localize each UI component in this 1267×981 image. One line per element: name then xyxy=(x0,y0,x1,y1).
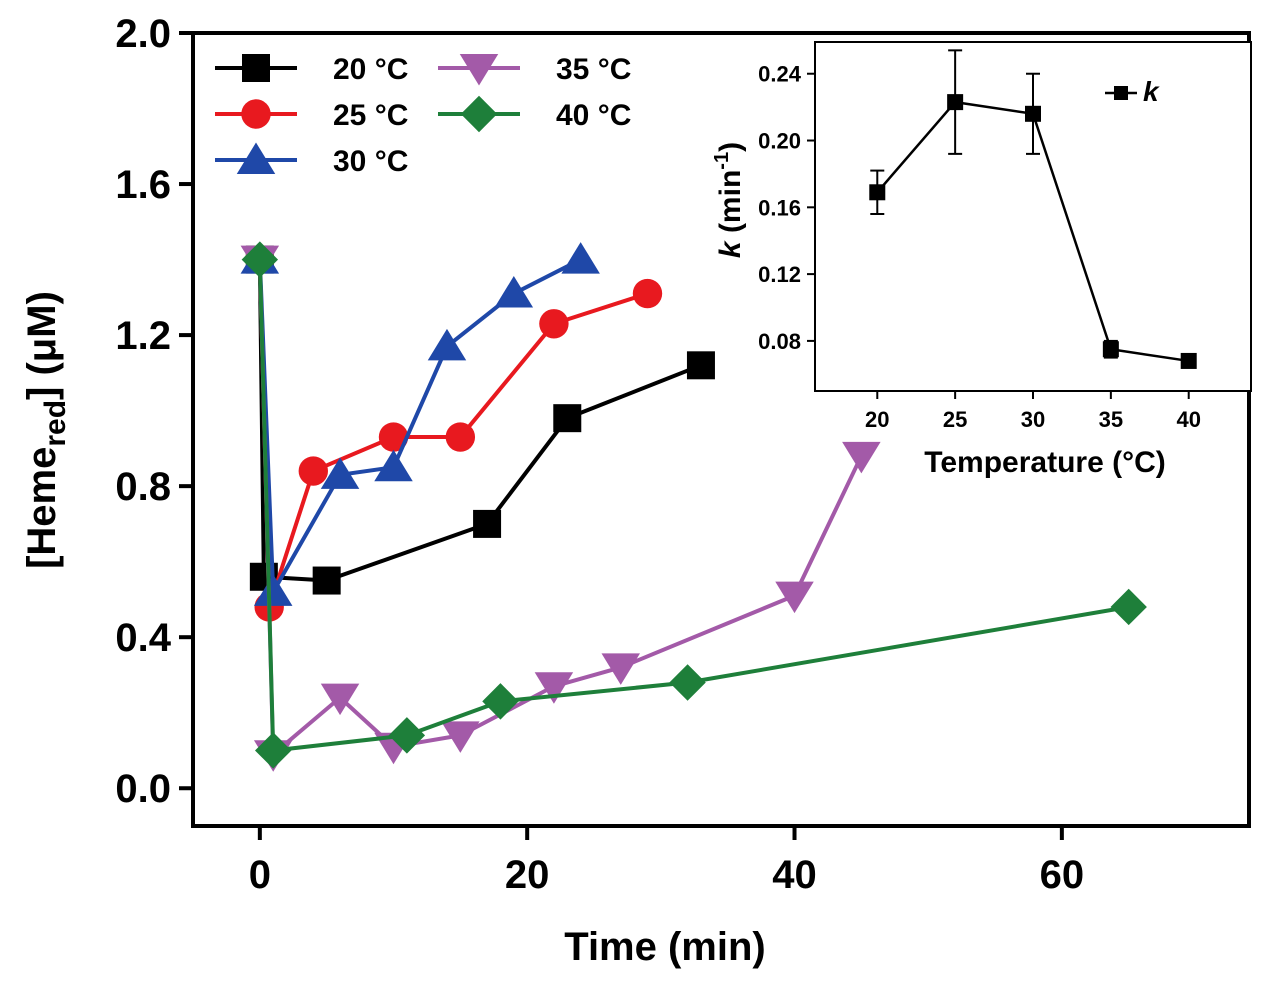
data-point xyxy=(669,664,706,701)
data-point xyxy=(686,351,715,380)
data-point xyxy=(482,683,519,720)
data-point xyxy=(775,581,814,614)
legend-label: 35 °C xyxy=(556,53,631,86)
series-2 xyxy=(240,242,600,606)
legend-marker xyxy=(242,54,270,82)
main-y-tick-label: 1.2 xyxy=(115,314,171,358)
inset-data-point xyxy=(947,94,964,111)
data-point xyxy=(539,309,569,339)
data-point xyxy=(374,449,413,482)
series-4 xyxy=(241,241,1147,769)
inset-x-tick-label: 35 xyxy=(1099,407,1123,432)
inset-y-axis-label: k (min-1) xyxy=(711,142,747,258)
series-line xyxy=(257,257,582,594)
inset-x-axis-label: Temperature (°C) xyxy=(924,446,1165,479)
main-series xyxy=(240,241,1147,772)
data-point xyxy=(1110,588,1147,626)
inset-x-tick-label: 20 xyxy=(865,407,889,432)
series-3 xyxy=(240,245,881,772)
series-line xyxy=(257,259,702,583)
data-point xyxy=(320,457,360,489)
inset-data-point xyxy=(1102,341,1119,358)
data-point xyxy=(842,441,881,474)
data-point xyxy=(534,672,574,704)
main-y-tick-label: 0.4 xyxy=(115,616,171,660)
data-point xyxy=(255,732,292,769)
legend-label: 20 °C xyxy=(333,53,408,86)
inset-legend-entry: k xyxy=(1105,76,1160,107)
inset-legend-marker xyxy=(1114,86,1128,100)
data-point xyxy=(378,422,409,452)
main-y-axis-label: [Hemered] (μM) xyxy=(20,291,72,569)
main-y-tick-label: 2.0 xyxy=(115,12,171,56)
data-point xyxy=(561,242,600,274)
main-x-tick-label: 40 xyxy=(772,853,817,897)
data-point xyxy=(388,717,426,754)
main-ticks: 0 20 40 60 0.0 0.4 0.8 1.2 1.6 2.0 xyxy=(115,12,1084,897)
inset-x-tick-label: 40 xyxy=(1176,407,1200,432)
data-point xyxy=(312,566,341,595)
series-1 xyxy=(245,244,663,622)
main-x-axis-label: Time (min) xyxy=(564,925,766,969)
inset-x-tick-label: 30 xyxy=(1021,407,1045,432)
main-plot: 0 20 40 60 0.0 0.4 0.8 1.2 1.6 2.0 20 °C 25 °C 30 °… xyxy=(20,12,1251,969)
inset-legend: k xyxy=(1105,76,1160,107)
inset-ticks: 20 25 30 35 40 0.08 0.12 0.16 0.20 0.24 xyxy=(758,62,1201,432)
legend-label: 30 °C xyxy=(333,145,408,178)
data-point xyxy=(441,721,480,753)
legend-entry: 25 °C xyxy=(215,99,408,132)
legend-entry: 40 °C xyxy=(438,95,631,133)
main-y-tick-label: 0.8 xyxy=(115,465,171,509)
legend-label: 25 °C xyxy=(333,99,408,132)
inset-y-tick-label: 0.08 xyxy=(758,329,801,354)
data-point xyxy=(494,276,534,308)
data-point xyxy=(445,422,476,452)
data-point xyxy=(427,328,467,361)
main-y-tick-label: 0.0 xyxy=(115,767,171,811)
inset-y-tick-label: 0.16 xyxy=(758,195,801,220)
legend-entry: 30 °C xyxy=(215,142,408,178)
main-plot-frame xyxy=(191,31,1251,828)
inset-legend-label: k xyxy=(1143,76,1160,107)
main-x-tick-label: 0 xyxy=(249,853,271,897)
inset-y-tick-label: 0.24 xyxy=(758,62,802,87)
inset-data-point xyxy=(1025,105,1041,122)
data-point xyxy=(253,574,293,606)
main-x-tick-label: 60 xyxy=(1040,853,1085,897)
inset-plot: 20 25 30 35 40 0.08 0.12 0.16 0.20 0.24 k Tempera… xyxy=(711,41,1252,479)
main-legend: 20 °C 25 °C 30 °C 35 °C 40 °C xyxy=(215,53,631,178)
legend-marker xyxy=(236,142,276,174)
data-point xyxy=(632,278,663,309)
data-point xyxy=(320,683,360,716)
inset-series-0 xyxy=(869,49,1197,369)
data-point xyxy=(553,404,582,433)
series-line xyxy=(257,259,1130,753)
inset-y-tick-label: 0.12 xyxy=(758,262,801,287)
legend-entry: 20 °C xyxy=(215,53,408,86)
data-point xyxy=(601,653,640,685)
data-point xyxy=(473,509,502,538)
legend-marker xyxy=(460,95,498,133)
data-point xyxy=(241,241,279,278)
inset-y-tick-label: 0.20 xyxy=(758,129,801,154)
main-y-tick-label: 1.6 xyxy=(115,163,171,207)
inset-data-point xyxy=(869,184,886,201)
legend-marker xyxy=(241,99,271,129)
inset-series xyxy=(869,49,1197,369)
main-x-tick-label: 20 xyxy=(505,853,550,897)
legend-label: 40 °C xyxy=(556,99,631,132)
legend-entry: 35 °C xyxy=(438,53,631,86)
inset-x-tick-label: 25 xyxy=(943,407,967,432)
inset-data-point xyxy=(1180,352,1197,369)
data-point xyxy=(298,456,329,486)
legend-marker xyxy=(459,54,499,86)
